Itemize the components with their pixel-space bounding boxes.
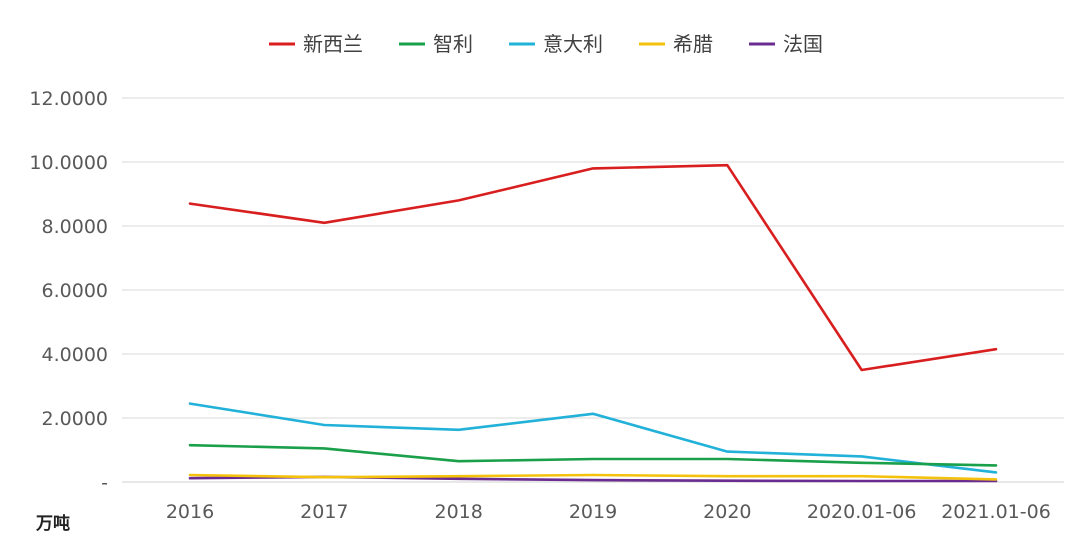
legend-label: 希腊 — [673, 32, 713, 56]
y-tick-label: 2.0000 — [42, 408, 108, 430]
unit-label: 万吨 — [35, 513, 70, 534]
x-tick-label: 2021.01-06 — [941, 501, 1051, 523]
x-tick-label: 2016 — [166, 501, 214, 523]
x-tick-label: 2018 — [434, 501, 482, 523]
y-tick-label: 12.0000 — [29, 88, 108, 110]
legend-label: 意大利 — [543, 32, 603, 56]
x-axis: 2016 2017 2018 2019 2020 2020.01-06 2021.01-06 — [166, 501, 1051, 523]
legend-label: 新西兰 — [303, 32, 363, 56]
series-line-2 — [188, 402, 998, 474]
gridlines — [122, 97, 1064, 483]
legend-label: 智利 — [433, 32, 473, 56]
x-tick-label: 2019 — [569, 501, 617, 523]
series-line-1 — [188, 443, 998, 467]
legend-item[interactable]: 希腊 — [639, 32, 713, 56]
y-axis: - 2.0000 4.0000 6.0000 8.0000 10.0000 12.0000 — [29, 88, 108, 494]
y-tick-label: 6.0000 — [42, 280, 108, 302]
y-tick-label: 10.0000 — [29, 152, 108, 174]
x-tick-label: 2020 — [703, 501, 751, 523]
series-lines — [188, 163, 998, 483]
legend-item[interactable]: 法国 — [749, 32, 823, 56]
series-line-0 — [188, 163, 998, 372]
x-tick-label: 2020.01-06 — [807, 501, 917, 523]
legend-item[interactable]: 意大利 — [509, 32, 603, 56]
y-tick-label: 4.0000 — [42, 344, 108, 366]
legend: 新西兰 智利 意大利 希腊 法国 — [269, 32, 823, 56]
legend-label: 法国 — [783, 32, 823, 56]
y-tick-label: - — [101, 472, 108, 494]
legend-item[interactable]: 新西兰 — [269, 32, 363, 56]
series-line-3 — [188, 473, 998, 481]
legend-item[interactable]: 智利 — [399, 32, 473, 56]
y-tick-label: 8.0000 — [42, 216, 108, 238]
x-tick-label: 2017 — [300, 501, 348, 523]
